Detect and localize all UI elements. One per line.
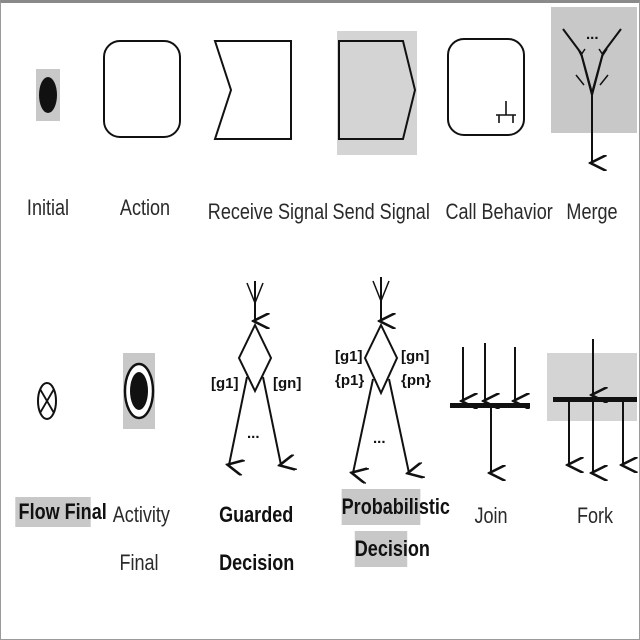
activity-final-label-line1: Activity [112, 502, 170, 527]
initial-label: Initial [26, 195, 70, 220]
probabilistic-decision-icon: [g1] {p1} [gn] {pn} ... [335, 277, 431, 473]
activity-final-label-line2: Final [119, 550, 159, 575]
guard-ellipsis: ... [247, 425, 260, 442]
guarded-decision-icon: [g1] [gn] ... [211, 281, 301, 465]
fork-label: Fork [576, 503, 614, 528]
guarded-decision-label-line2: Decision [219, 550, 295, 575]
action-label: Action [119, 195, 171, 220]
join-node-icon [450, 343, 530, 473]
flow-final-label: Flow Final [15, 497, 107, 527]
initial-node-icon [36, 69, 60, 121]
call-behavior-icon [447, 38, 525, 136]
action-node-icon [103, 40, 181, 138]
guard-g1-label: [g1] [211, 375, 239, 392]
guard-gn-label: [gn] [273, 375, 301, 392]
receive-signal-icon [213, 40, 292, 140]
activity-final-label: Activity Final [112, 491, 170, 587]
guard-g1-label: [g1] [335, 348, 363, 365]
guarded-decision-label-line1: Guarded [219, 502, 294, 527]
probabilistic-decision-label-line1: Probabilistic [341, 489, 450, 525]
send-signal-label: Send Signal [332, 199, 430, 224]
call-behavior-label: Call Behavior [445, 199, 553, 224]
merge-node-icon: ... [551, 7, 637, 163]
receive-signal-label: Receive Signal [207, 199, 329, 224]
fork-node-icon [547, 339, 637, 473]
activity-final-icon [123, 353, 155, 429]
flow-final-icon [37, 382, 57, 420]
guard-gn-label: [gn] [401, 348, 429, 365]
merge-label: Merge [566, 199, 618, 224]
guard-ellipsis: ... [373, 430, 386, 447]
send-signal-icon [338, 40, 417, 140]
probabilistic-decision-label: Probabilistic Decision [341, 489, 450, 567]
svg-text:...: ... [586, 26, 599, 43]
probability-p1-label: {p1} [335, 372, 364, 389]
probabilistic-decision-label-line2: Decision [354, 531, 430, 567]
probability-pn-label: {pn} [401, 372, 431, 389]
join-label: Join [474, 503, 508, 528]
guarded-decision-label: Guarded Decision [219, 491, 295, 587]
notation-diagram: ... [g1] [gn] ... [g1] {p1} [gn] {pn} ..… [36, 7, 639, 639]
